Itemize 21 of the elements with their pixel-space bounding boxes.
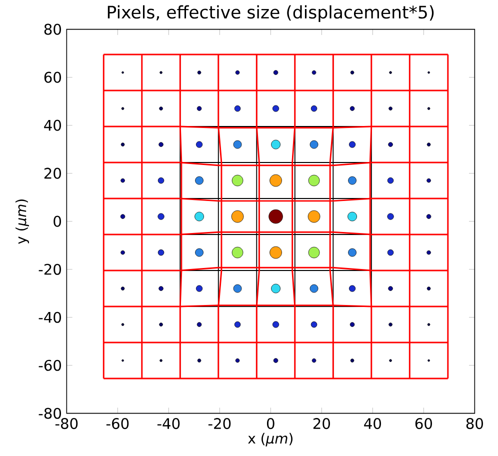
x-tick-label: 0 xyxy=(266,418,274,430)
x-axis-title: x (μm) xyxy=(248,432,292,446)
y-tick-label: 80 xyxy=(44,24,61,35)
y-axis-title: y (μm) xyxy=(16,200,29,244)
y-tick-label: 20 xyxy=(44,168,61,179)
y-tick-label: 60 xyxy=(44,72,61,83)
x-tick-label: 20 xyxy=(313,418,330,430)
x-tick-label: 60 xyxy=(415,418,432,430)
x-tick-label: -80 xyxy=(55,418,78,430)
x-tick-label: 80 xyxy=(466,418,483,430)
y-tick-label: -40 xyxy=(38,312,61,323)
y-tick-label: -60 xyxy=(38,360,61,371)
y-tick-label: -80 xyxy=(38,408,61,419)
chart-title: Pixels, effective size (displacement*5) xyxy=(108,5,434,22)
y-tick-label: 40 xyxy=(44,120,61,131)
x-tick-label: -20 xyxy=(208,418,231,430)
y-tick-label: -20 xyxy=(38,264,61,275)
x-tick-label: -60 xyxy=(106,418,129,430)
y-tick-label: 0 xyxy=(54,216,61,227)
x-tick-label: 40 xyxy=(364,418,381,430)
x-tick-label: -40 xyxy=(157,418,180,430)
